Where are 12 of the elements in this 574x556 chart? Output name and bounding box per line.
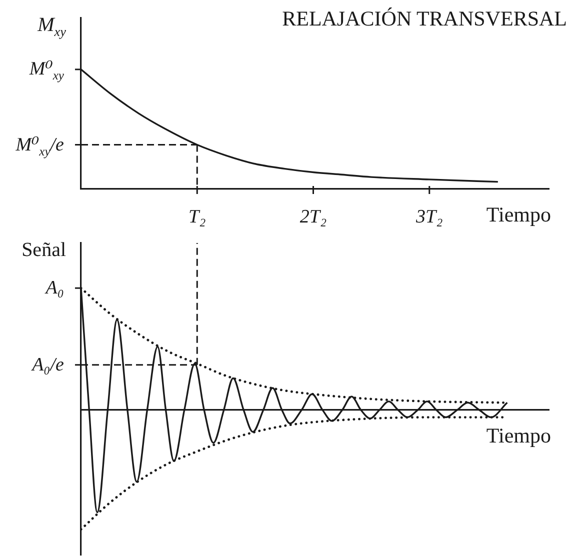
x-tick-label: T₂ [188,206,206,228]
y-axis-title: Señal [22,239,66,261]
y-axis-title: M$_{xy}$ [38,14,66,39]
x-axis-title: Tiempo [486,423,551,448]
x-tick-label: 3T₂ [416,206,443,228]
x-axis-title: Tiempo [486,202,551,226]
annotation: M⁰$_{xy}$ [29,58,64,83]
chart-title: RELAJACIÓN TRANSVERSAL [282,6,567,30]
ref-line-label: A₀/e [32,354,64,376]
ref-line-label: M⁰$_{xy}$/e [16,134,64,158]
x-tick-label: 2T₂ [300,206,327,228]
annotation: A₀ [46,278,64,299]
